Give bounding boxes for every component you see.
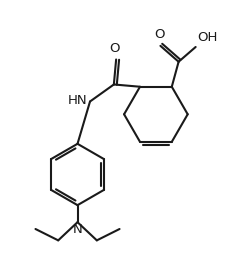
Text: O: O (109, 42, 120, 55)
Text: O: O (153, 28, 164, 41)
Text: HN: HN (67, 94, 87, 107)
Text: N: N (72, 223, 82, 236)
Text: OH: OH (196, 31, 216, 44)
